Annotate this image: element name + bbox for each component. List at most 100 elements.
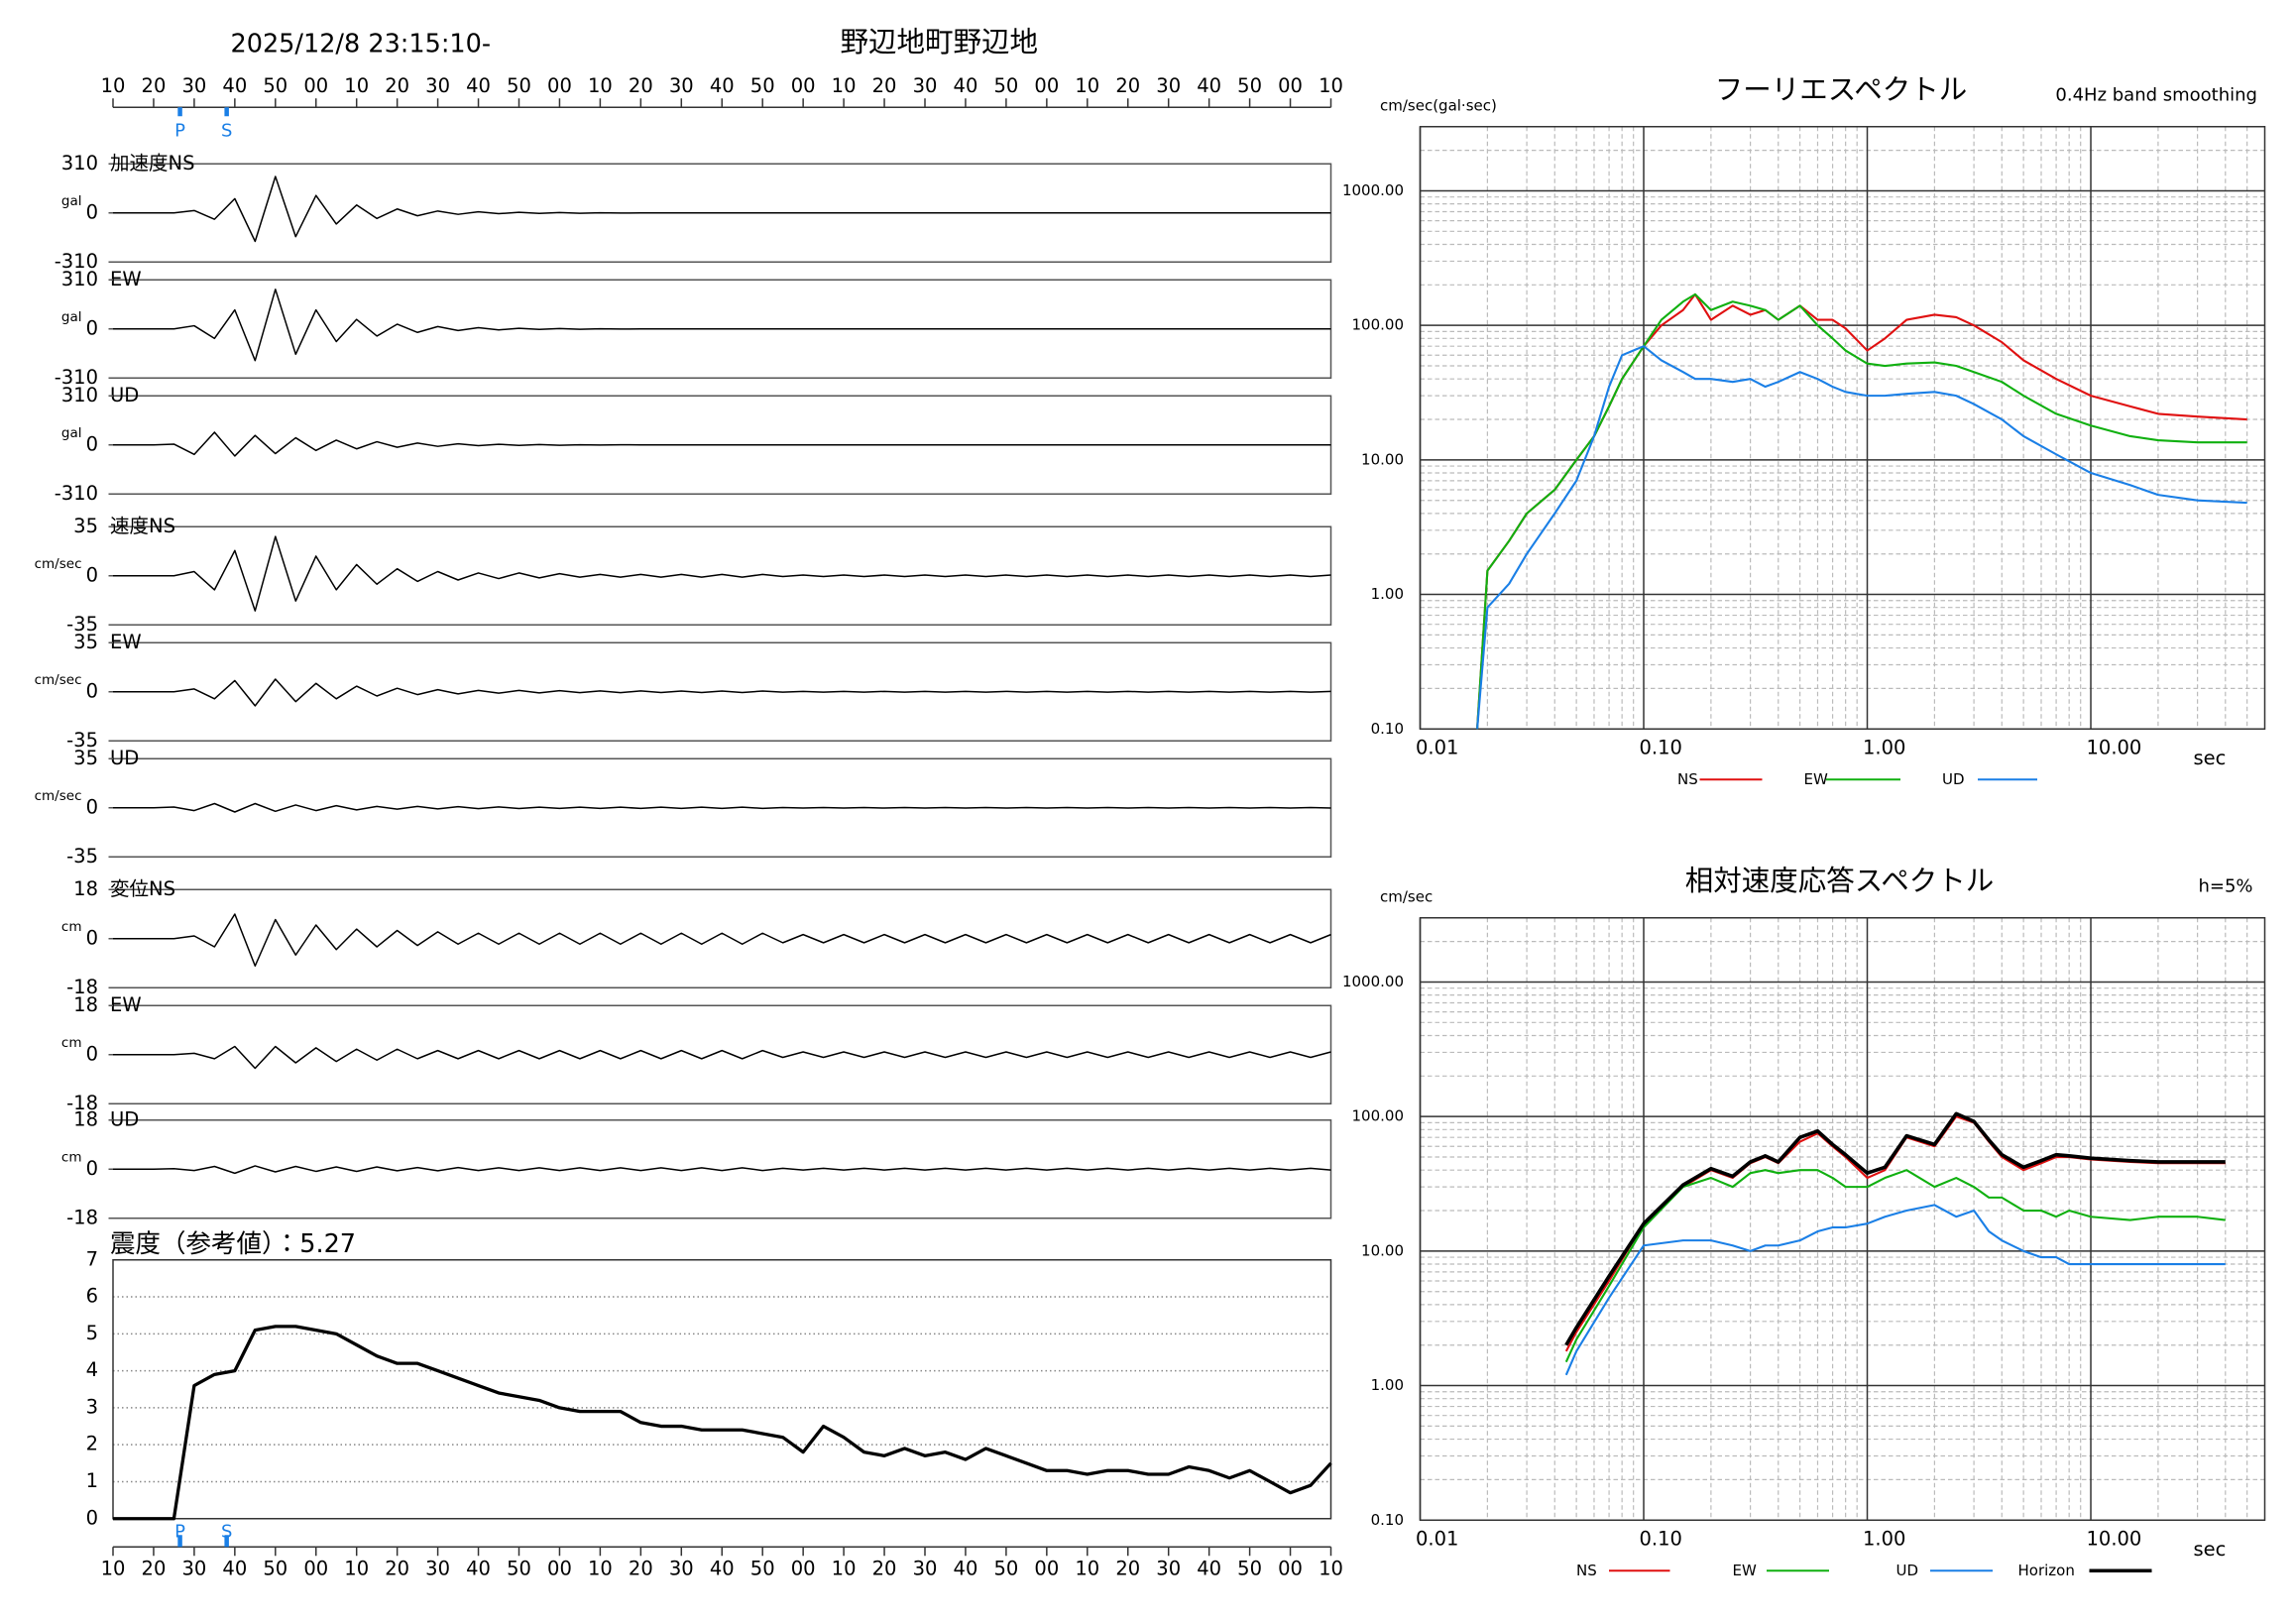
phase-label: P [174,1521,185,1542]
x-tick-label: 0.10 [1640,736,1682,758]
x-tick-label: 10 [832,1557,857,1579]
x-tick-label: 50 [750,74,775,97]
x-tick-label: 50 [993,1557,1018,1579]
x-tick-label: 20 [872,1557,897,1579]
panel-frame [113,1119,1332,1219]
x-tick-label: 00 [547,74,572,97]
x-tick-label: 00 [1034,74,1059,97]
x-tick-label: 40 [222,1557,247,1579]
waveform-trace [113,289,1331,362]
y-tick-label: 0 [86,1157,98,1180]
chart-subtitle: 0.4Hz band smoothing [2055,84,2257,105]
phase-label: S [221,1521,232,1542]
y-tick-label: 0 [86,679,98,702]
y-tick-label: 0 [86,563,98,586]
y-tick-label: 4 [86,1358,98,1381]
x-tick-label: 00 [1278,74,1303,97]
y-tick-label: 1000.00 [1342,181,1404,199]
x-tick-label: 50 [507,1557,531,1579]
x-tick-label: 50 [1237,74,1262,97]
x-tick-label: 10 [1075,74,1099,97]
y-tick-label: 35 [73,747,98,769]
x-tick-label: 00 [547,1557,572,1579]
spectrum-line [1564,1204,2226,1376]
y-tick-label: 1.00 [1371,585,1404,603]
y-tick-label: 35 [73,515,98,537]
x-tick-label: 00 [1278,1557,1303,1579]
x-tick-label: 50 [507,74,531,97]
y-tick-label: -35 [66,613,98,636]
panel-unit: cm [61,1149,82,1165]
x-axis-label: sec [2194,747,2227,769]
spectrum-line [1476,292,2247,730]
x-tick-label: 30 [669,74,694,97]
x-tick-label: 1.00 [1863,736,1905,758]
waveform-trace [113,1045,1331,1070]
plot-frame [112,1259,1332,1520]
y-tick-label: 1 [86,1469,98,1492]
waveform-trace [113,678,1331,707]
y-tick-label: 0 [86,316,98,339]
panel-name: UD [110,1107,139,1130]
waveform-trace [113,535,1331,612]
panel-name: 速度NS [110,515,175,537]
x-tick-label: 30 [1156,74,1181,97]
x-tick-label: 10 [588,1557,613,1579]
panel-unit: cm [61,919,82,935]
y-tick-label: 310 [61,152,98,174]
legend-label: UD [1896,1562,1919,1579]
y-tick-label: 18 [73,877,98,900]
x-tick-label: 40 [710,74,735,97]
x-tick-label: 40 [1197,74,1221,97]
x-tick-label: 40 [222,74,247,97]
y-tick-label: 0 [86,795,98,818]
y-axis-label: cm/sec [1380,887,1433,905]
x-tick-label: 20 [629,1557,653,1579]
y-tick-label: 0 [86,432,98,455]
panel-unit: gal [61,309,82,325]
x-tick-label: 10.00 [2087,736,2142,758]
x-tick-label: 10 [101,74,126,97]
y-tick-label: 0 [86,926,98,949]
x-tick-label: 30 [1156,1557,1181,1579]
x-tick-label: 20 [629,74,653,97]
waveform-trace [113,1165,1331,1175]
waveform-trace [113,175,1331,243]
y-tick-label: -310 [55,366,98,389]
x-tick-label: 40 [466,1557,491,1579]
x-tick-label: 10 [1319,74,1343,97]
x-tick-label: 50 [750,1557,775,1579]
panel-name: 加速度NS [110,152,194,174]
x-tick-label: 1.00 [1863,1527,1905,1550]
x-tick-label: 40 [954,74,978,97]
waveform-trace [113,431,1331,457]
x-tick-label: 00 [303,1557,328,1579]
x-tick-label: 50 [993,74,1018,97]
x-axis-label: sec [2194,1538,2227,1561]
spectrum-line [1476,345,2247,730]
y-axis-label: cm/sec(gal·sec) [1380,96,1497,114]
chart-title: フーリエスペクトル [1715,73,1968,106]
x-tick-label: 00 [1034,1557,1059,1579]
y-tick-label: -18 [66,976,98,998]
y-tick-label: -310 [55,482,98,505]
panel-name: EW [110,631,142,653]
y-tick-label: 0 [86,200,98,223]
chart-title: 相対速度応答スペクトル [1685,865,1995,897]
x-tick-label: 30 [913,1557,938,1579]
intensity-line [113,1325,1332,1521]
x-tick-label: 20 [1115,74,1140,97]
record-datetime: 2025/12/8 23:15:10- [231,29,492,58]
panel-name: 変位NS [110,877,175,900]
spectrum-line [1564,1169,2226,1363]
y-tick-label: 1.00 [1371,1376,1404,1394]
x-tick-label: 0.01 [1416,1527,1458,1550]
panel-name: UD [110,384,139,406]
y-tick-label: 0.10 [1371,720,1404,738]
panel-frame [113,888,1332,988]
panel-frame [113,1004,1332,1104]
x-tick-label: 30 [181,74,206,97]
x-tick-label: 10 [1319,1557,1343,1579]
legend-label: NS [1576,1562,1597,1579]
